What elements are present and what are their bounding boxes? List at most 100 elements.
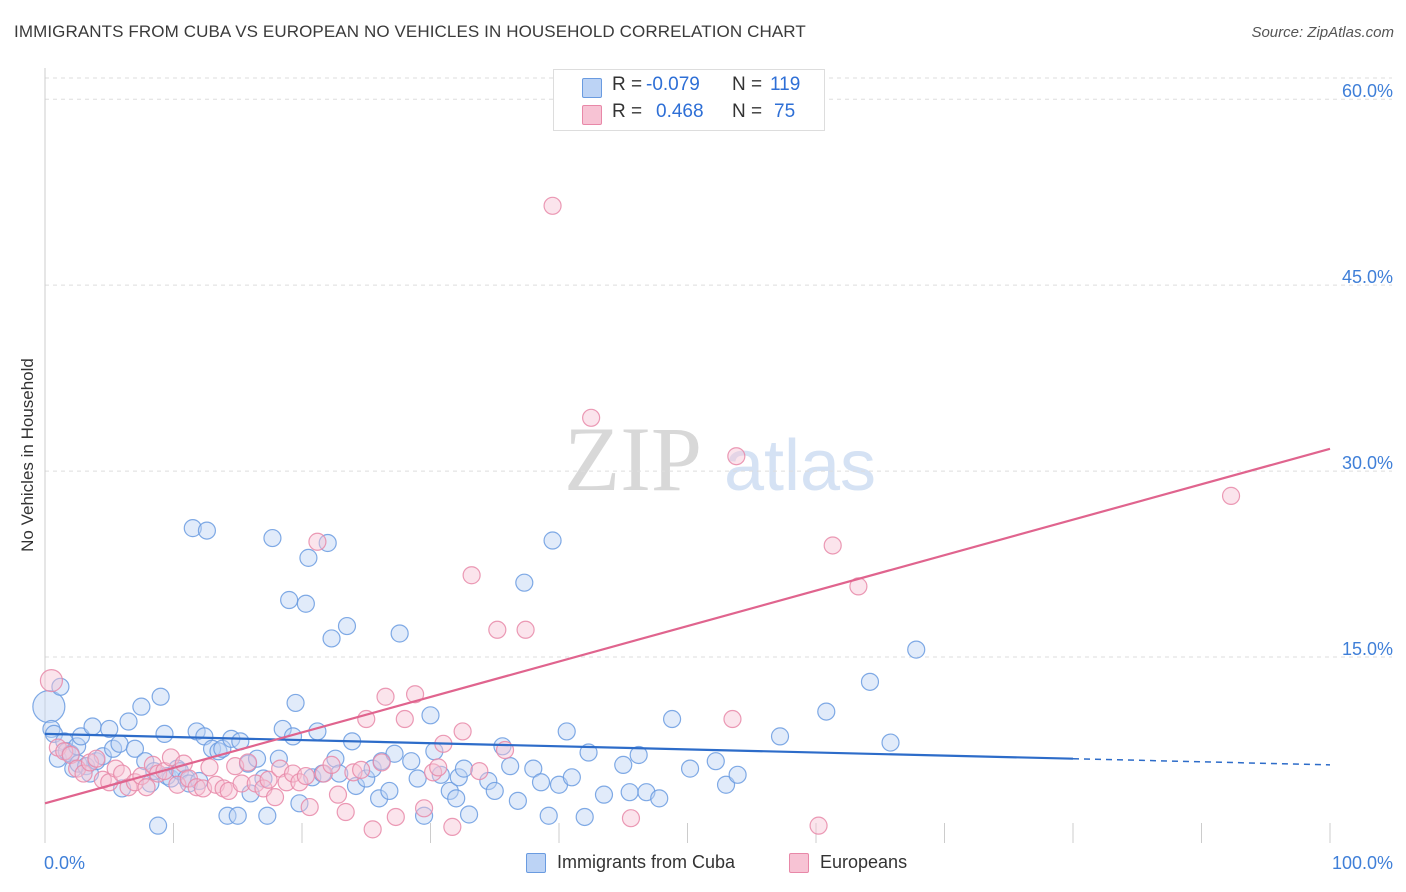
point-cuba (539, 806, 558, 825)
point-europeans (363, 820, 382, 839)
point-europeans (621, 809, 641, 828)
point-europeans (376, 687, 395, 706)
bottom-legend-label-europeans: Europeans (820, 852, 908, 872)
point-cuba (508, 791, 527, 810)
point-cuba (322, 629, 341, 648)
point-cuba (817, 702, 836, 721)
point-europeans (543, 196, 562, 215)
legend-swatch-europeans (582, 105, 602, 125)
point-europeans (265, 788, 285, 807)
point-europeans (809, 816, 828, 835)
point-cuba (370, 789, 389, 808)
point-cuba (562, 768, 581, 787)
point-europeans (296, 766, 315, 786)
point-europeans (328, 785, 348, 804)
point-cuba (515, 573, 534, 592)
point-europeans (453, 722, 472, 741)
point-europeans (414, 799, 434, 818)
point-cuba (557, 722, 576, 741)
point-cuba (501, 757, 520, 776)
bottom-legend-label-cuba: Immigrants from Cuba (557, 852, 736, 872)
point-cuba (440, 781, 459, 801)
point-cuba (594, 785, 614, 804)
point-europeans (1221, 486, 1241, 505)
point-cuba (155, 724, 174, 744)
point-europeans (405, 685, 425, 704)
point-cuba (385, 744, 404, 763)
point-cuba (32, 690, 66, 724)
point-cuba (524, 759, 543, 778)
point-europeans (39, 669, 64, 693)
legend-n-label: N = (732, 74, 763, 95)
y-tick-label: 60.0% (1342, 81, 1393, 101)
point-cuba (119, 712, 138, 731)
point-europeans (300, 797, 319, 817)
point-europeans (137, 778, 156, 797)
y-tick-label: 45.0% (1342, 267, 1393, 287)
point-cuba (680, 759, 700, 778)
point-cuba (125, 739, 145, 758)
point-cuba (100, 719, 119, 739)
point-cuba (620, 783, 639, 802)
point-europeans (429, 758, 448, 777)
point-cuba (151, 687, 170, 706)
point-cuba (650, 789, 669, 808)
point-europeans (74, 764, 93, 783)
y-tick-label: 15.0% (1342, 639, 1393, 659)
point-europeans (395, 709, 414, 729)
point-europeans (322, 755, 341, 775)
point-cuba (132, 697, 151, 716)
point-cuba (716, 775, 736, 794)
point-europeans (443, 817, 462, 836)
point-cuba (408, 769, 427, 788)
point-cuba (629, 745, 648, 765)
point-cuba (579, 743, 598, 762)
point-europeans (723, 709, 742, 729)
point-cuba (299, 548, 318, 567)
point-cuba (543, 531, 562, 550)
point-europeans (187, 778, 206, 797)
point-cuba (860, 672, 880, 691)
point-cuba (454, 759, 474, 778)
point-europeans (352, 760, 371, 779)
chart-title: IMMIGRANTS FROM CUBA VS EUROPEAN NO VEHI… (14, 22, 806, 41)
point-cuba (263, 528, 282, 548)
point-europeans (372, 753, 391, 772)
grid (45, 77, 1392, 658)
bottom-legend-swatch-cuba (526, 853, 546, 873)
point-cuba (531, 773, 551, 792)
point-europeans (823, 536, 842, 555)
y-axis-label: No Vehicles in Household (18, 358, 37, 552)
point-cuba (286, 693, 305, 713)
point-cuba (575, 807, 594, 827)
point-europeans (727, 447, 746, 466)
point-cuba (614, 755, 633, 775)
point-europeans (200, 758, 219, 777)
point-europeans (423, 763, 443, 782)
legend-swatch-cuba (582, 78, 602, 98)
x-tick-label: 100.0% (1332, 853, 1393, 873)
point-cuba (110, 734, 129, 753)
point-cuba (881, 733, 900, 752)
point-cuba (402, 752, 421, 771)
trend-line-cuba (44, 732, 1074, 760)
point-cuba (907, 640, 926, 659)
data-points (32, 87, 1241, 839)
point-europeans (259, 770, 278, 789)
point-cuba (258, 806, 277, 825)
point-europeans (516, 620, 535, 639)
point-europeans (582, 408, 601, 427)
trend-line-cuba-extension (1072, 757, 1331, 766)
legend-r-label: R = (612, 101, 643, 122)
point-cuba (337, 616, 357, 636)
watermark-atlas: atlas (724, 426, 876, 506)
point-cuba (346, 776, 366, 796)
legend-n-value: 75 (774, 101, 796, 122)
legend-r-label: R = (612, 74, 643, 95)
x-tick-label: 0.0% (44, 853, 85, 873)
point-cuba (662, 709, 682, 729)
point-cuba (228, 806, 247, 825)
point-europeans (386, 807, 405, 827)
point-europeans (168, 775, 187, 794)
point-cuba (770, 727, 790, 746)
